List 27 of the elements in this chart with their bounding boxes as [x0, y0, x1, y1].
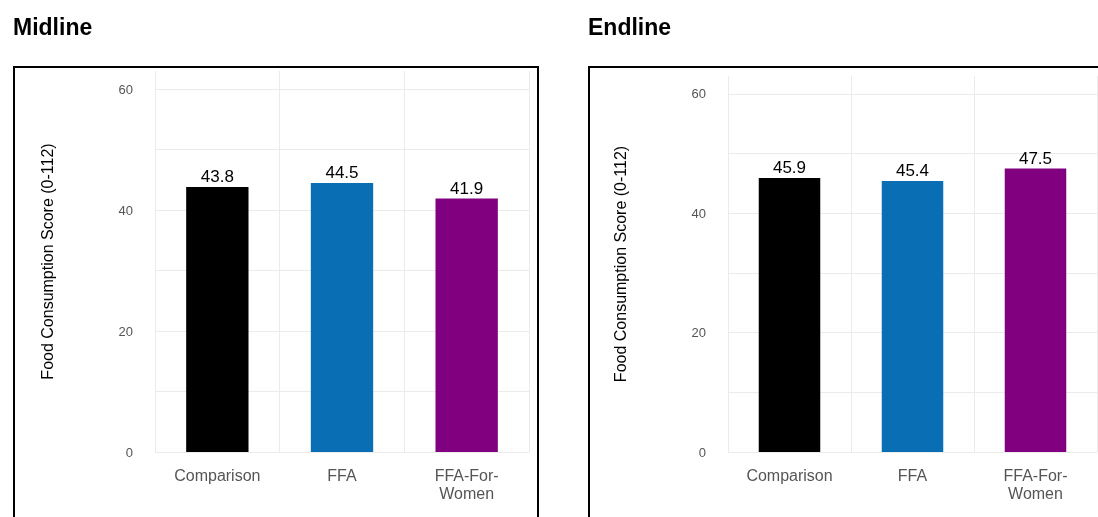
- bar: [310, 182, 374, 452]
- y-tick-label: 60: [118, 81, 133, 97]
- y-tick-label: 40: [691, 205, 706, 221]
- x-tick-label: FFA-For-Women: [1003, 466, 1068, 502]
- data-label: 45.9: [772, 158, 807, 178]
- data-label: 41.9: [450, 178, 484, 198]
- chart-title: Midline: [13, 14, 93, 41]
- chart-title: Endline: [588, 14, 672, 41]
- x-tick-label: Comparison: [746, 466, 833, 484]
- data-label: 45.4: [895, 161, 930, 181]
- x-tick-label: FFA: [327, 466, 357, 484]
- y-tick-label: 20: [691, 325, 706, 341]
- y-tick-label: 0: [125, 444, 133, 460]
- y-tick-label: 60: [691, 86, 706, 102]
- y-axis-title: Food Consumption Score (0-112): [611, 145, 629, 383]
- data-label: 47.5: [1018, 148, 1053, 168]
- y-tick-label: 40: [118, 202, 133, 218]
- data-label: 44.5: [325, 162, 359, 182]
- bar: [435, 198, 498, 452]
- y-tick-label: 20: [118, 323, 133, 339]
- x-tick-label: FFA-For-Women: [434, 466, 499, 502]
- x-tick-label: Comparison: [174, 466, 261, 484]
- data-label: 43.8: [200, 167, 234, 187]
- x-tick-label: FFA: [897, 466, 928, 484]
- bar: [186, 187, 249, 452]
- y-tick-label: 0: [698, 444, 706, 460]
- y-axis-title: Food Consumption Score (0-112): [38, 143, 56, 380]
